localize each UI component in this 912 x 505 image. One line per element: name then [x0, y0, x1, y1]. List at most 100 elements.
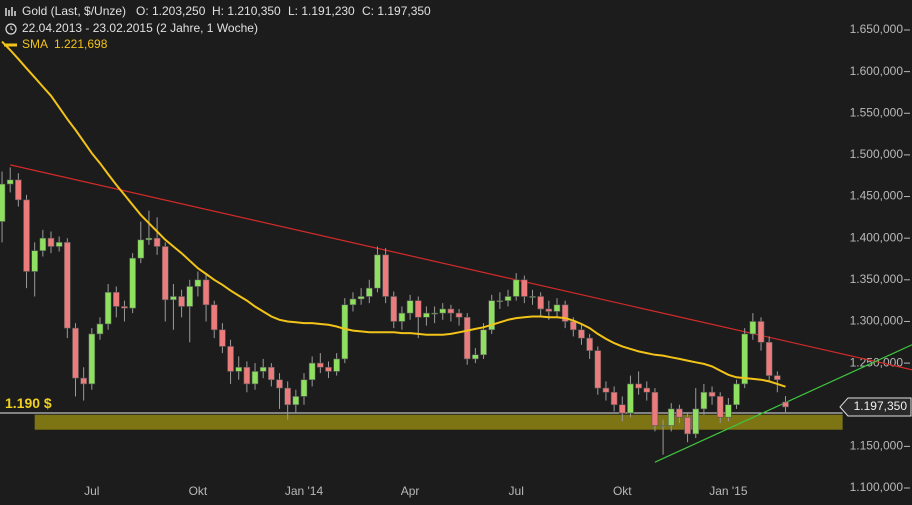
- x-tick-label: Jul: [84, 484, 99, 498]
- candle-body-down: [708, 391, 716, 397]
- candle-body-down: [594, 350, 602, 389]
- sma-legend-name: SMA: [22, 37, 48, 51]
- candle-body-down: [210, 304, 218, 331]
- candle-body-down: [455, 312, 463, 318]
- candle-body-up: [741, 333, 748, 385]
- candle-body-up: [472, 354, 479, 360]
- candle-body-down: [586, 337, 593, 351]
- candle-body-up: [145, 237, 153, 241]
- candle-body-up: [96, 323, 104, 335]
- candle-body-up: [55, 242, 63, 247]
- candle-body-up: [504, 296, 512, 301]
- support-label: 1.190 $: [5, 395, 52, 411]
- candle-body-up: [235, 366, 243, 372]
- candle-body-up: [627, 383, 634, 414]
- sma-line: [1, 40, 786, 388]
- y-tick-label: 1.450,000: [850, 189, 904, 203]
- candle-body-down: [47, 237, 55, 247]
- candle-body-down: [64, 242, 71, 329]
- candle-body-down: [521, 279, 528, 297]
- candle-body-up: [692, 408, 700, 435]
- candle-body-down: [676, 408, 683, 418]
- ohlc-label: L: 1.191,230: [288, 4, 355, 18]
- candle-body-down: [112, 292, 120, 307]
- x-tick-label: Jan '15: [709, 484, 748, 498]
- sma-legend-value: 1.221,698: [54, 37, 108, 51]
- candle-body-up: [357, 296, 365, 300]
- candle-body-down: [161, 246, 169, 301]
- y-tick-label: 1.400,000: [850, 230, 904, 244]
- candle-body-down: [757, 321, 765, 343]
- candle-body-down: [227, 346, 234, 372]
- candle-body-up: [349, 298, 357, 306]
- candle-body-down: [545, 308, 553, 312]
- plot-area: 1.190 $1.100,0001.150,0001.200,0001.250,…: [0, 22, 912, 498]
- candle-body-up: [0, 183, 6, 222]
- ohlc-label: C: 1.197,350: [362, 4, 431, 18]
- x-tick-label: Okt: [613, 484, 632, 498]
- last-price-box: [839, 397, 912, 417]
- candle-body-up: [423, 312, 430, 318]
- candle-body-down: [716, 396, 724, 418]
- candle-body-down: [774, 375, 781, 381]
- instrument-name: Gold (Last, $/Unze): [22, 4, 126, 18]
- candle-body-up: [137, 239, 145, 259]
- candle-body-down: [390, 296, 398, 322]
- candle-body-down: [382, 254, 389, 297]
- candle-body-up: [39, 237, 47, 251]
- candle-body-up: [300, 379, 308, 397]
- candle-body-up: [529, 296, 536, 298]
- candle-body-down: [578, 329, 585, 339]
- candle-body-up: [659, 425, 667, 427]
- candle-body-down: [414, 300, 422, 318]
- y-tick-label: 1.300,000: [850, 314, 904, 328]
- candle-body-up: [194, 279, 202, 287]
- x-tick-label: Jul: [509, 484, 524, 498]
- date-range: 22.04.2013 - 23.02.2015 (2 Jahre, 1 Woch…: [22, 21, 258, 35]
- candle-body-down: [618, 404, 626, 414]
- candle-body-up: [333, 358, 340, 372]
- candle-body-up: [488, 300, 496, 331]
- candle-body-up: [104, 292, 112, 325]
- candle-body-up: [725, 404, 732, 418]
- candle-body-up: [374, 254, 381, 289]
- candle-body-up: [259, 366, 267, 372]
- candle-body-down: [765, 341, 773, 376]
- last-price-label: 1.197,350: [854, 399, 908, 413]
- candle-body-down: [610, 391, 618, 406]
- candle-body-up: [512, 279, 520, 297]
- candle-body-down: [325, 366, 332, 372]
- candle-body-up: [700, 391, 708, 410]
- candle-body-down: [15, 179, 22, 201]
- candle-body-down: [447, 308, 455, 314]
- header: Gold (Last, $/Unze) O: 1.203,250 H: 1.21…: [4, 4, 431, 51]
- candle-body-up: [365, 287, 373, 297]
- candle-body-up: [129, 257, 136, 309]
- candle-body-down: [561, 304, 569, 322]
- candle-body-down: [602, 387, 610, 393]
- candle-body-down: [643, 387, 651, 393]
- candle-body-down: [317, 362, 324, 368]
- x-tick-label: Apr: [401, 484, 420, 498]
- candle-body-up: [553, 304, 561, 312]
- chart-icon: [5, 7, 16, 16]
- candle-body-up: [88, 333, 96, 385]
- candle-body-down: [463, 316, 471, 360]
- candle-body-up: [6, 179, 14, 185]
- candle-body-down: [121, 306, 128, 309]
- candle-body-up: [749, 321, 757, 335]
- clock-icon: [5, 23, 17, 35]
- candle-body-down: [80, 377, 87, 385]
- candle-body-down: [23, 199, 30, 272]
- candle-body-up: [480, 329, 487, 356]
- candle-body-down: [684, 416, 691, 435]
- candle-body-down: [243, 366, 251, 385]
- candle-body-down: [284, 387, 291, 406]
- candle-body-up: [406, 300, 414, 314]
- candle-body-up: [170, 296, 177, 301]
- y-tick-label: 1.600,000: [850, 64, 904, 78]
- candle-body-down: [651, 391, 659, 426]
- candle-body-up: [186, 286, 194, 307]
- candle-body-down: [219, 329, 226, 347]
